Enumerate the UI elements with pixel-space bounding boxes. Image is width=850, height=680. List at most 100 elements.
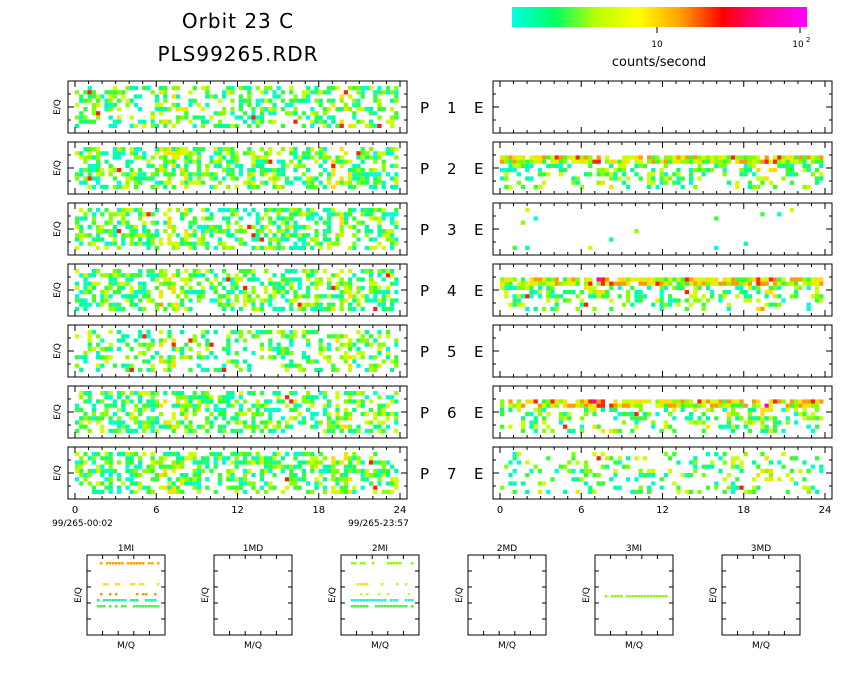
p-panel-3-cell [394,237,399,242]
p-panel-1-cell [364,107,369,112]
e-panel-2-cell [747,180,752,185]
p-panel-4-cell [230,290,235,295]
p-panel-2-cell [117,184,122,189]
e-panel-2-cell [642,163,647,168]
p-panel-4-cell [222,285,227,290]
e-panel-6-cell [668,403,673,408]
p-panel-6-cell [272,428,277,433]
p-panel-4-cell [133,273,138,278]
e-panel-4-cell [760,306,765,311]
p-panel-5-cell [280,346,285,351]
p-panel-2-cell [247,172,252,177]
p-panel-1-cell [209,115,214,120]
e-panel-6-cell [668,424,673,429]
e-panel-7-cell [722,452,727,457]
p-panel-7-cell [259,468,264,473]
p-panel-2-cell [297,176,302,181]
p-panel-5-cell [327,359,332,364]
p-panel-3-cell [356,220,361,225]
p-panel-7-cell [91,485,96,490]
p-panel-3-cell [217,208,222,213]
e-panel-6-cell [579,416,584,421]
p-panel-4-cell [87,302,92,307]
p-panel-5-cell [146,334,151,339]
e-panel-6-cell [743,403,748,408]
p-panel-2-cell [394,147,399,152]
e-panel-7-cell [735,485,740,490]
p-panel-4-cell [91,285,96,290]
p-panel-7-cell [331,485,336,490]
p-panel-1-cell [255,115,260,120]
p-panel-7-cell [394,477,399,482]
p-panel-5-cell [327,342,332,347]
mq-axis-label: M/Q [117,641,135,651]
p-panel-4-cell [104,294,109,299]
e-panel-2-cell [521,184,526,189]
e-panel-7-cell [621,464,626,469]
p-panel-3-cell [192,245,197,250]
e-panel-4-cell [789,277,794,282]
e-panel-4-cell [533,277,538,282]
mass-panel-title: 3MD [751,544,771,554]
p-panel-1-cell [154,107,159,112]
e-panel-2-cell [676,180,681,185]
p-panel-7-cell [129,460,134,465]
p-panel-6-cell [264,403,269,408]
p-panel-6-cell [348,416,353,421]
mass-panel-point [130,562,133,565]
p-panel-5-cell [339,334,344,339]
p-label: P [420,282,429,300]
e-panel-7-cell [806,485,811,490]
e-panel-2-cell [760,176,765,181]
p-panel-3-cell [79,216,84,221]
e-panel-4-cell [537,290,542,295]
p-panel-4-cell [322,269,327,274]
p-panel-2-cell [348,180,353,185]
p-panel-3-cell [373,237,378,242]
p-panel-7-cell [343,489,348,494]
e-panel-frame [492,202,833,256]
p-panel-7-cell [125,477,130,482]
p-panel-1-cell [335,123,340,128]
e-panel-6-cell [500,424,505,429]
p-panel-4-cell [272,281,277,286]
e-panel-6-cell [676,403,681,408]
e-panel-6-cell [609,428,614,433]
e-panel-4-cell [693,298,698,303]
p-panel-6-cell [356,428,361,433]
p-panel-6-cell [175,395,180,400]
e-panel-4-cell [546,285,551,290]
e-panel-6-cell [726,399,731,404]
e-panel-4-cell [550,277,555,282]
e-panel-7-cell [710,464,715,469]
e-panel-7-cell [537,481,542,486]
p-panel-6-cell [213,407,218,412]
mass-panel-point [378,605,381,608]
p-panel-2-cell [230,155,235,160]
e-panel-4-cell [659,285,664,290]
p-panel-6-cell [75,420,80,425]
mass-panel-point [351,599,354,602]
p-panel-1-cell [348,86,353,91]
p-panel-2-cell [293,151,298,156]
e-panel-6-cell [584,412,589,417]
p-panel-7-cell [100,468,105,473]
e-panel-4-cell [714,281,719,286]
p-panel-1-cell [83,119,88,124]
p-panel-3-cell [142,224,147,229]
p-panel-4-cell [201,294,206,299]
p-panel-6-cell [112,420,117,425]
p-panel-5-cell [356,363,361,368]
p-panel-7-cell [230,468,235,473]
p-panel-4-cell [306,290,311,295]
e-panel-6-cell [672,416,677,421]
p-panel-4-cell [348,281,353,286]
e-panel-7-cell [760,452,765,457]
p-panel-7-cell [373,460,378,465]
p-panel-2-cell [301,155,306,160]
p-panel-6-cell [87,399,92,404]
p-panel-1-cell [154,98,159,103]
e-panel-2-cell [588,163,593,168]
e-panel-7-cell [651,468,656,473]
p-panel-1-cell [201,107,206,112]
